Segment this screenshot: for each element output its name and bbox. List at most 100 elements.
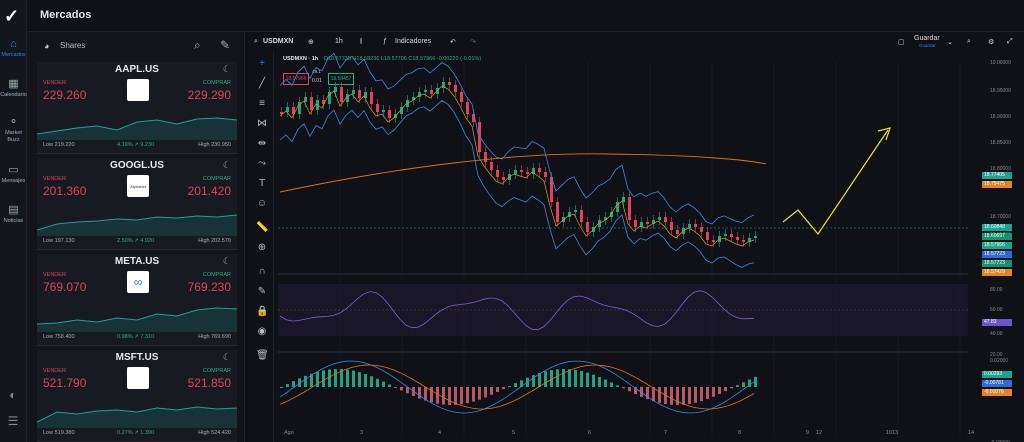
edit-pencil-icon[interactable]: ✎ [220, 38, 231, 52]
buy-label: COMPRAR [202, 272, 231, 278]
macd-histogram-bar [448, 387, 451, 405]
candle-body [340, 87, 343, 102]
candle-body [454, 85, 457, 92]
candle-body [640, 222, 643, 227]
settings-sliders-icon[interactable]: ☰ [7, 414, 19, 428]
candle-body [580, 210, 583, 222]
share-symbol: META.US [114, 256, 160, 267]
pie-chart-icon: ◕ [44, 41, 50, 51]
search-chart-icon[interactable]: ⌕ [967, 38, 971, 45]
macd-histogram-bar [502, 387, 505, 390]
nav-item-mercados[interactable]: ⌂ Mercados [0, 38, 27, 59]
fullscreen-icon[interactable]: ⤢ [1007, 38, 1013, 45]
sell-price[interactable]: 229.260 [43, 88, 87, 102]
macd-histogram-bar [304, 375, 307, 387]
sell-price[interactable]: 201.360 [43, 184, 87, 198]
save-button[interactable]: Guardar [914, 35, 940, 42]
symbol-selector[interactable]: USDMXN [263, 38, 294, 45]
candle-body [322, 100, 325, 104]
macd-histogram-bar [292, 381, 295, 387]
indicators-button[interactable]: Indicadores [395, 38, 432, 45]
market-closed-moon-icon: ☾ [222, 352, 231, 362]
visibility-eye-icon[interactable]: ◉ [257, 326, 267, 337]
wave-icon[interactable]: ⤳ [258, 158, 266, 169]
indicators-icon[interactable]: ƒ [383, 38, 387, 45]
sell-price-box[interactable]: 18.57966 [283, 73, 309, 85]
buy-price[interactable]: 521.850 [187, 376, 231, 390]
macd-histogram-bar [508, 386, 511, 388]
measure-icon[interactable]: 📏 [256, 222, 269, 233]
nav-item-market-buzz[interactable]: ⚬ Market Buzz [0, 116, 27, 144]
candles-type-icon[interactable]: ⫾ [360, 38, 363, 45]
horizontal-lines-icon[interactable]: ≡ [259, 98, 265, 109]
text-icon[interactable]: T [258, 178, 266, 189]
buy-price[interactable]: 229.290 [187, 88, 231, 102]
macd-histogram-bar [334, 369, 337, 387]
nav-item-calendario[interactable]: ▦ Calendario [0, 78, 27, 99]
search-icon[interactable]: ⌕ [194, 38, 201, 52]
undo-icon[interactable]: ↶ [450, 39, 456, 46]
draw-lock-icon[interactable]: ✎ [257, 286, 267, 297]
change-value: 4.19% ↗ 9.230 [117, 142, 155, 148]
theme-toggle-icon[interactable]: ◐ [9, 388, 17, 402]
layout-icon[interactable]: ▢ [898, 39, 905, 46]
candle-body [658, 217, 661, 220]
macd-badge: -0.01076 [982, 389, 1012, 396]
add-symbol-icon[interactable]: ⊕ [308, 39, 314, 46]
macd-histogram-bar [718, 387, 721, 395]
macd-histogram-bar [358, 372, 361, 387]
crosshair-icon[interactable]: + [259, 58, 265, 69]
symbol-search-icon[interactable]: ⌕ [254, 38, 258, 45]
candle-body [286, 107, 289, 112]
candle-body [730, 234, 733, 237]
settings-gear-icon[interactable]: ⚙ [988, 39, 995, 46]
interval-selector[interactable]: 1h [335, 38, 343, 45]
share-card-aapl-us[interactable]: AAPL.US ☾ VENDER 229.260 COMPRAR 229.290… [37, 62, 237, 154]
spread-top: 49.1 [312, 69, 321, 74]
sell-price[interactable]: 769.070 [43, 280, 87, 294]
change-value: 0.27% ↗ 1.390 [117, 430, 155, 436]
share-card-googl-us[interactable]: GOOGL.US ☾ VENDER 201.360 COMPRAR 201.42… [37, 158, 237, 250]
macd-histogram-bar [472, 387, 475, 402]
sparkline [37, 406, 237, 428]
buy-price-box[interactable]: 18.58457 [328, 73, 354, 85]
pattern-icon[interactable]: ⋈ [257, 118, 267, 129]
candle-body [352, 90, 355, 94]
home-icon: ⌂ [10, 38, 17, 50]
zoom-in-icon[interactable]: ⊕ [257, 242, 267, 253]
share-card-msft-us[interactable]: MSFT.US ☾ VENDER 521.790 COMPRAR 521.850… [37, 350, 237, 442]
candle-body [664, 217, 667, 222]
time-tick: 4 [438, 430, 442, 436]
redo-icon[interactable]: ↷ [470, 39, 476, 46]
emoji-icon[interactable]: ☺ [256, 198, 268, 209]
candle-body [586, 222, 589, 232]
trendline-icon[interactable]: ╱ [258, 78, 266, 89]
candle-body [742, 240, 745, 242]
candle-body [364, 92, 367, 98]
buy-price[interactable]: 769.230 [187, 280, 231, 294]
lock-icon[interactable]: 🔒 [256, 306, 269, 317]
candle-body [430, 90, 433, 94]
save-dropdown-icon[interactable]: ⌄ [947, 39, 953, 46]
price-axis[interactable]: 19.00000 18.95000 18.90000 18.85000 18.80000… [968, 52, 1024, 442]
candle-body [526, 172, 529, 174]
nav-item-mensajes[interactable]: ▭ Mensajes [0, 164, 27, 185]
candle-body [466, 102, 469, 114]
trash-icon[interactable]: 🗑 [256, 350, 269, 361]
price-chart[interactable] [278, 52, 968, 442]
macd-histogram-bar [622, 387, 625, 389]
ruler-icon[interactable]: ⇹ [257, 138, 267, 149]
nav-item-noticias[interactable]: ▤ Noticias [0, 204, 27, 225]
share-symbol: MSFT.US [115, 352, 159, 363]
candle-body [346, 94, 349, 102]
magnet-icon[interactable]: ∩ [258, 266, 266, 277]
sell-price[interactable]: 521.790 [43, 376, 87, 390]
share-card-meta-us[interactable]: META.US ☾ VENDER 769.070 COMPRAR 769.230… [37, 254, 237, 346]
brand-logo-icon[interactable]: ✓ [4, 6, 20, 26]
rsi-tick: 80.00 [990, 287, 1003, 293]
candle-body [514, 170, 517, 174]
high-value: High 230.950 [198, 142, 231, 148]
buy-price[interactable]: 201.420 [187, 184, 231, 198]
price-badge: 18.60848 [982, 224, 1012, 231]
